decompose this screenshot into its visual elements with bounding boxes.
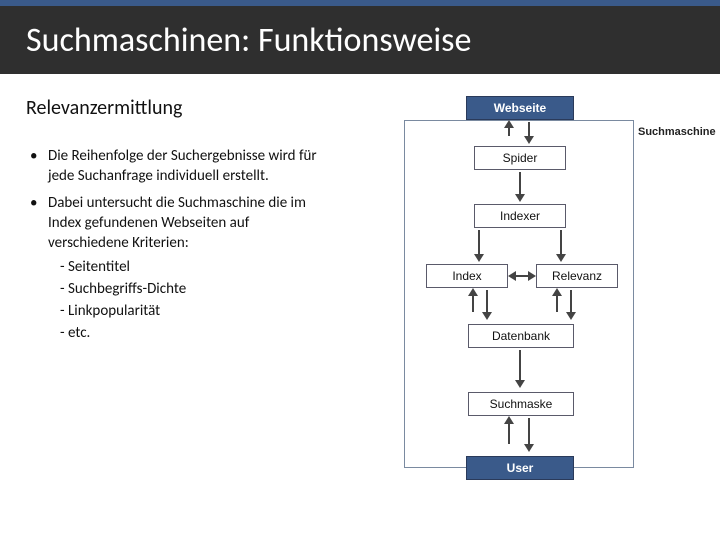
arrow-down-icon bbox=[566, 312, 576, 320]
diagram-frame-label: Suchmaschine bbox=[638, 126, 716, 138]
arrow-stem bbox=[486, 290, 488, 312]
arrow-down-icon bbox=[524, 136, 534, 144]
arrow-down-icon bbox=[515, 380, 525, 388]
node-webseite: Webseite bbox=[466, 96, 574, 120]
subtitle: Relevanzermittlung bbox=[26, 96, 356, 120]
arrow-down-icon bbox=[515, 194, 525, 202]
diagram: Suchmaschine Webseite Spider Indexer Ind… bbox=[356, 96, 696, 486]
arrow-stem bbox=[528, 122, 530, 136]
sub-item: - Linkpopularität bbox=[48, 301, 321, 323]
arrow-down-icon bbox=[482, 312, 492, 320]
arrow-up-icon bbox=[504, 416, 514, 424]
node-suchmaske: Suchmaske bbox=[468, 392, 574, 416]
sub-item: - Seitentitel bbox=[48, 257, 321, 279]
arrow-down-icon bbox=[524, 444, 534, 452]
text-column: Relevanzermittlung Die Reihenfolge der S… bbox=[26, 96, 356, 486]
arrow-stem bbox=[519, 172, 521, 194]
sub-list: - Seitentitel - Suchbegriffs-Dichte - Li… bbox=[48, 257, 321, 344]
slide-title: Suchmaschinen: Funktionsweise bbox=[26, 20, 471, 61]
bullet-text: Die Reihenfolge der Suchergebnisse wird … bbox=[48, 147, 317, 185]
arrow-stem bbox=[519, 350, 521, 380]
content-area: Relevanzermittlung Die Reihenfolge der S… bbox=[0, 74, 720, 486]
arrow-right-icon bbox=[528, 271, 536, 281]
node-relevanz: Relevanz bbox=[536, 264, 618, 288]
sub-item: - Suchbegriffs-Dichte bbox=[48, 279, 321, 301]
arrow-up-icon bbox=[504, 120, 514, 128]
arrow-down-icon bbox=[474, 254, 484, 262]
node-user: User bbox=[466, 456, 574, 480]
arrow-stem bbox=[478, 230, 480, 254]
arrow-up-icon bbox=[468, 288, 478, 296]
arrow-left-icon bbox=[508, 271, 516, 281]
bullet-item: Die Reihenfolge der Suchergebnisse wird … bbox=[26, 146, 321, 187]
node-spider: Spider bbox=[474, 146, 566, 170]
bullet-text: Dabei untersucht die Suchmaschine die im… bbox=[48, 194, 306, 253]
bullet-list: Die Reihenfolge der Suchergebnisse wird … bbox=[26, 146, 356, 344]
bullet-item: Dabei untersucht die Suchmaschine die im… bbox=[26, 193, 321, 345]
arrow-up-icon bbox=[552, 288, 562, 296]
arrow-stem bbox=[570, 290, 572, 312]
arrow-down-icon bbox=[556, 254, 566, 262]
node-datenbank: Datenbank bbox=[468, 324, 574, 348]
arrow-stem bbox=[560, 230, 562, 254]
arrow-stem bbox=[528, 418, 530, 444]
node-index: Index bbox=[426, 264, 508, 288]
node-indexer: Indexer bbox=[474, 204, 566, 228]
header-bar: Suchmaschinen: Funktionsweise bbox=[0, 0, 720, 74]
sub-item: - etc. bbox=[48, 323, 321, 345]
